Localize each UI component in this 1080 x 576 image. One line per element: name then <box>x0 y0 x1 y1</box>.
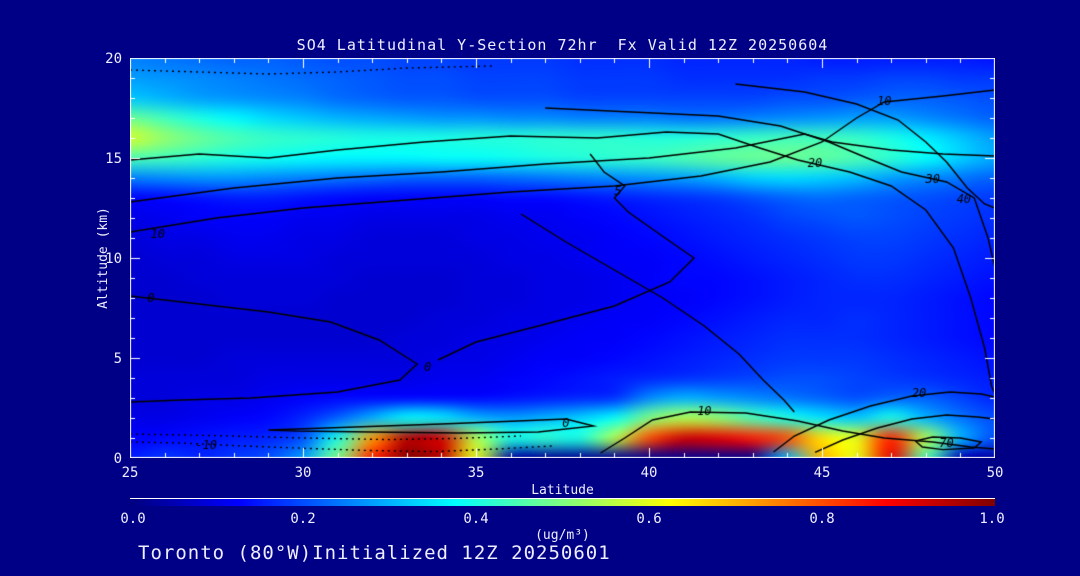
colorbar-tick-0.8: 0.8 <box>809 511 835 527</box>
colorbar <box>130 498 995 506</box>
y-tick-15: 15 <box>105 151 122 167</box>
x-axis-title: Latitude <box>531 483 594 498</box>
chart-title: SO4 Latitudinal Y-Section 72hr Fx Valid … <box>296 36 829 54</box>
colorbar-tick-0.4: 0.4 <box>463 511 489 527</box>
heatmap-plot-canvas <box>130 58 995 458</box>
colorbar-unit: (ug/m³) <box>535 528 590 543</box>
x-tick-35: 35 <box>467 465 485 481</box>
x-tick-30: 30 <box>294 465 312 481</box>
colorbar-tick-0.2: 0.2 <box>290 511 316 527</box>
x-tick-40: 40 <box>640 465 658 481</box>
x-tick-50: 50 <box>986 465 1004 481</box>
colorbar-tick-0.0: 0.0 <box>120 511 146 527</box>
x-tick-25: 25 <box>121 465 139 481</box>
x-tick-45: 45 <box>813 465 831 481</box>
y-tick-5: 5 <box>113 351 122 367</box>
y-tick-20: 20 <box>105 51 122 67</box>
y-tick-10: 10 <box>105 251 122 267</box>
colorbar-tick-1.0: 1.0 <box>979 511 1005 527</box>
y-tick-0: 0 <box>113 451 122 467</box>
footer-annotation: Toronto (80°W)Initialized 12Z 20250601 <box>138 542 611 564</box>
colorbar-tick-0.6: 0.6 <box>636 511 662 527</box>
